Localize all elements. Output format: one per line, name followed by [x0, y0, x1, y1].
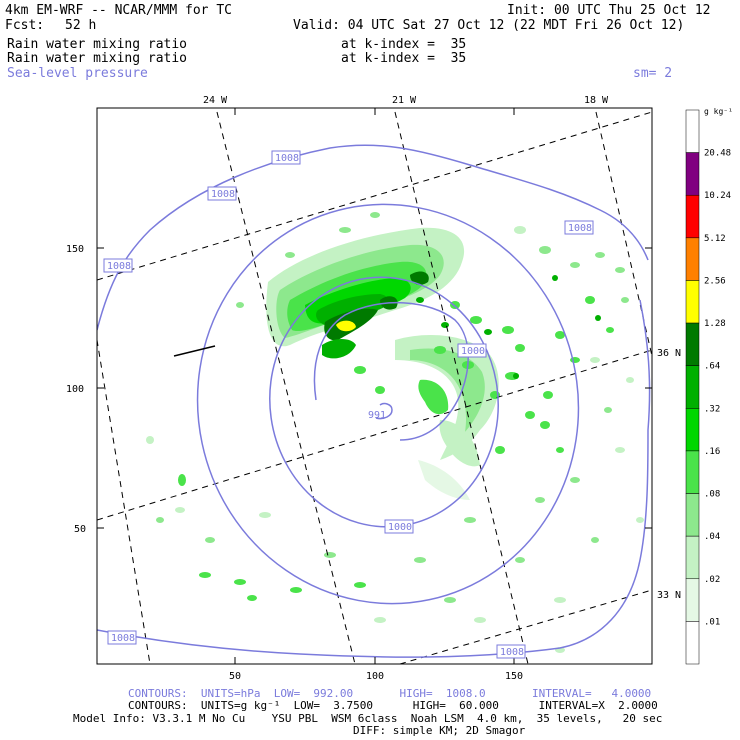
smoothing-label: sm= 2 — [633, 66, 673, 81]
slp-contours — [97, 144, 651, 658]
y-tick-label: 50 — [74, 524, 86, 535]
colorbar-swatch — [685, 109, 700, 153]
colorbar-level-label: 10.24 — [704, 191, 731, 201]
field-level-2: at k-index = 35 — [341, 51, 467, 66]
lat-label: 33 N — [657, 590, 681, 601]
contour-labels: 1008 1008 1008 1008 1000 991 1000 1008 1… — [103, 150, 594, 659]
contour-label: 1008 — [568, 223, 592, 234]
contours-rain-info: CONTOURS: UNITS=g kg⁻¹ LOW= 3.7500 HIGH=… — [128, 699, 658, 712]
colorbar-swatch — [685, 450, 700, 494]
contour-label: 1008 — [500, 647, 524, 658]
colorbar-swatch — [685, 621, 700, 665]
contour-label: 1008 — [211, 189, 235, 200]
wind-marker — [173, 345, 216, 357]
axis-labels: 24 W 21 W 18 W 36 N 33 N 150 100 50 50 1… — [66, 95, 681, 682]
colorbar-level-label: 5.12 — [704, 234, 726, 244]
colorbar-level-label: .64 — [704, 362, 720, 372]
field-title-1: Rain water mixing ratio — [7, 37, 188, 52]
colorbar-level-label: .04 — [704, 532, 720, 542]
colorbar-swatch — [685, 493, 700, 537]
y-tick-label: 150 — [66, 244, 84, 255]
init-time: Init: 00 UTC Thu 25 Oct 12 — [507, 3, 711, 18]
colorbar-level-label: .02 — [704, 575, 720, 585]
lon-label: 24 W — [203, 95, 228, 106]
contours-slp-info: CONTOURS: UNITS=hPa LOW= 992.00 HIGH= 10… — [128, 687, 652, 700]
contour-label: 1008 — [111, 633, 135, 644]
colorbar-level-label: 1.28 — [704, 319, 726, 329]
x-tick-label: 150 — [505, 671, 523, 682]
field-level-1: at k-index = 35 — [341, 37, 467, 52]
lon-label: 21 W — [392, 95, 417, 106]
contour-label: 1008 — [107, 261, 131, 272]
colorbar-swatch — [685, 578, 700, 622]
contour-label: 1000 — [461, 346, 485, 357]
field-title-3: Sea-level pressure — [7, 66, 148, 81]
colorbar-level-label: .01 — [704, 617, 720, 627]
colorbar-level-label: 2.56 — [704, 276, 726, 286]
model-info: Model Info: V3.3.1 M No Cu YSU PBL WSM 6… — [73, 712, 663, 725]
low-center-label: 991 — [368, 410, 386, 421]
map-frame — [96, 107, 653, 665]
field-title-2: Rain water mixing ratio — [7, 51, 188, 66]
contour-label: 1008 — [275, 153, 299, 164]
valid-time: Valid: 04 UTC Sat 27 Oct 12 (22 MDT Fri … — [293, 18, 685, 33]
colorbar-level-label: .08 — [704, 490, 720, 500]
contour-label: 1000 — [388, 522, 412, 533]
colorbar-swatch — [685, 280, 700, 324]
forecast-label: Fcst: — [5, 18, 45, 33]
colorbar-level-label: 20.48 — [704, 149, 731, 159]
colorbar-swatch — [685, 322, 700, 366]
colorbar-swatch — [685, 194, 700, 239]
colorbar: 20.48 10.24 5.12 2.56 1.28 .64 .32 .16 .08 .04 .02… — [685, 109, 731, 665]
graticule — [97, 111, 652, 664]
colorbar-swatch — [685, 237, 700, 281]
lat-label: 36 N — [657, 348, 681, 359]
colorbar-level-label: .32 — [704, 404, 720, 414]
colorbar-swatch — [685, 535, 700, 580]
forecast-hour: 52 h — [65, 18, 97, 33]
x-tick-label: 100 — [366, 671, 384, 682]
rain-field — [146, 212, 644, 653]
colorbar-swatch — [685, 365, 700, 409]
diff-info: DIFF: simple KM; 2D Smagor — [353, 724, 526, 737]
model-title: 4km EM-WRF -- NCAR/MMM for TC — [5, 3, 232, 18]
colorbar-unit: g kg⁻¹ — [704, 107, 733, 116]
lon-label: 18 W — [584, 95, 609, 106]
x-tick-label: 50 — [229, 671, 241, 682]
colorbar-swatch — [685, 408, 700, 452]
colorbar-swatch — [685, 152, 700, 196]
colorbar-level-label: .16 — [704, 447, 720, 457]
y-tick-label: 100 — [66, 384, 84, 395]
axis-ticks — [97, 108, 652, 664]
